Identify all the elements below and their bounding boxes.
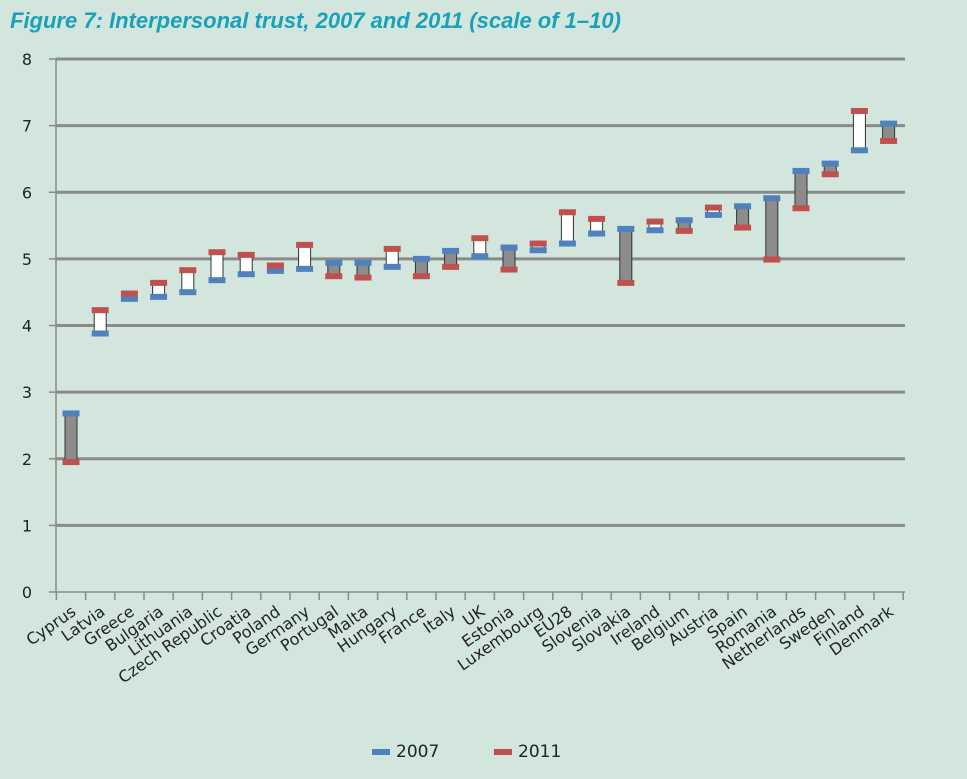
legend-item-2007: 2007 (372, 742, 439, 762)
marker-2011 (412, 273, 430, 280)
marker-2011 (704, 204, 722, 211)
legend-swatch-2007 (372, 749, 390, 755)
marker-2007 (179, 289, 197, 296)
marker-2011 (529, 240, 547, 247)
range-bar (502, 247, 516, 271)
marker-2011 (646, 218, 664, 225)
y-axis: 0 1 2 3 4 5 6 7 8 (22, 50, 57, 602)
marker-2007 (91, 330, 109, 337)
marker-2007 (675, 217, 693, 224)
y-tick-label: 6 (22, 183, 32, 202)
marker-2011 (617, 279, 635, 286)
legend-label-2007: 2007 (396, 742, 440, 762)
y-tick-label: 7 (22, 117, 32, 136)
marker-2007 (296, 265, 314, 272)
y-tick-label: 4 (22, 317, 32, 336)
marker-2007 (412, 255, 430, 262)
x-tick-label: Italy (420, 602, 459, 637)
y-tick-label: 5 (22, 250, 32, 269)
marker-2007 (62, 410, 80, 417)
marker-2007 (383, 263, 401, 270)
marker-2011 (500, 266, 518, 273)
legend-label-2011: 2011 (518, 742, 562, 762)
marker-2007 (617, 225, 635, 232)
marker-2007 (150, 293, 168, 300)
marker-2007 (266, 267, 284, 274)
range-bars (62, 107, 898, 466)
marker-2011 (91, 307, 109, 314)
marker-2011 (763, 256, 781, 263)
marker-2007 (646, 227, 664, 234)
range-bar (794, 170, 808, 209)
marker-2007 (237, 271, 255, 278)
range-bar (736, 205, 750, 229)
range-bar (852, 110, 866, 151)
marker-2011 (354, 274, 372, 281)
marker-2007 (325, 259, 343, 266)
marker-2011 (150, 279, 168, 286)
marker-2007 (471, 253, 489, 260)
marker-2011 (325, 273, 343, 280)
marker-2007 (120, 295, 138, 302)
marker-2011 (558, 209, 576, 216)
range-bar (619, 228, 633, 284)
marker-2011 (734, 224, 752, 231)
x-tick-labels: CyprusLatviaGreeceBulgariaLithuaniaCzech… (23, 601, 898, 687)
marker-2007 (792, 167, 810, 174)
marker-2011 (383, 245, 401, 252)
marker-2011 (471, 235, 489, 242)
marker-2011 (208, 249, 226, 256)
x-axis (55, 591, 905, 600)
range-bar (765, 197, 779, 261)
marker-2007 (734, 203, 752, 210)
marker-2011 (850, 107, 868, 114)
marker-2011 (237, 251, 255, 258)
grid-lines (56, 57, 905, 527)
marker-2011 (792, 205, 810, 212)
chart-title: Figure 7: Interpersonal trust, 2007 and … (10, 8, 621, 33)
y-tick-label: 2 (22, 450, 32, 469)
marker-2007 (588, 230, 606, 237)
marker-2011 (266, 262, 284, 269)
range-bar (181, 269, 195, 293)
y-tick-label: 8 (22, 50, 32, 69)
range-bar (210, 251, 224, 281)
y-tick-label: 3 (22, 383, 32, 402)
marker-2007 (763, 195, 781, 202)
marker-2007 (442, 247, 460, 254)
marker-2007 (208, 277, 226, 284)
marker-2007 (704, 211, 722, 218)
marker-2007 (850, 147, 868, 154)
marker-2007 (558, 240, 576, 247)
y-tick-label: 0 (22, 583, 32, 602)
marker-2011 (296, 241, 314, 248)
range-bar (560, 211, 574, 245)
marker-2011 (442, 263, 460, 270)
marker-2011 (675, 227, 693, 234)
marker-2011 (120, 290, 138, 297)
range-bar (298, 244, 312, 270)
range-bar (64, 412, 78, 463)
marker-2007 (821, 160, 839, 167)
marker-2011 (588, 215, 606, 222)
marker-2011 (880, 137, 898, 144)
marker-2007 (354, 259, 372, 266)
marker-2011 (62, 459, 80, 466)
marker-2011 (179, 267, 197, 274)
marker-2007 (880, 120, 898, 127)
legend-swatch-2011 (494, 749, 512, 755)
y-tick-label: 1 (22, 516, 32, 535)
marker-2011 (821, 171, 839, 178)
marker-2007 (500, 244, 518, 251)
marker-2007 (529, 247, 547, 254)
legend: 2007 2011 (0, 742, 967, 766)
range-bar (93, 309, 107, 334)
legend-item-2011: 2011 (494, 742, 561, 762)
